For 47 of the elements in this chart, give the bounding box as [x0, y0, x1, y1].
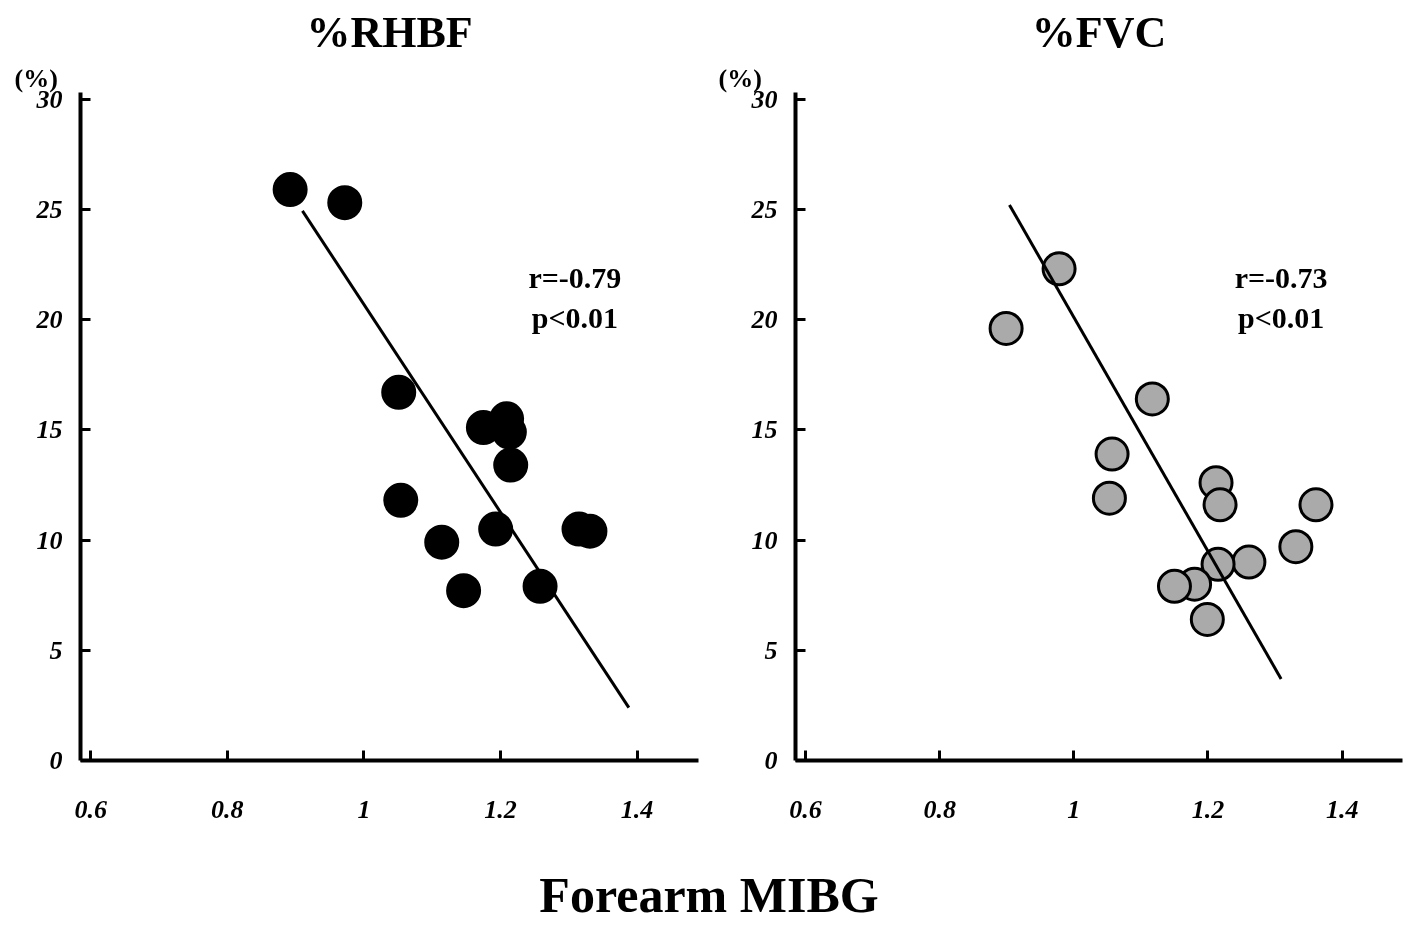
point: [327, 185, 363, 221]
point: [1134, 381, 1170, 417]
chart-title: %RHBF: [306, 7, 473, 57]
x-tick-label: 1.2: [1191, 794, 1225, 824]
x-axis-title: Forearm MIBG: [539, 866, 879, 925]
x-tick-label: 1.4: [1325, 794, 1359, 824]
x-tick-label: 1: [1067, 794, 1081, 824]
point: [1189, 601, 1225, 637]
x-tick-label: 0.8: [923, 794, 956, 824]
point: [272, 172, 308, 207]
point: [493, 447, 529, 483]
y-tick-label: 25: [750, 194, 778, 224]
point: [446, 573, 482, 609]
y-tick-label: 15: [751, 415, 778, 445]
point: [988, 310, 1024, 346]
y-tick-label: 0: [764, 746, 778, 775]
x-tick-label: 1: [357, 794, 371, 824]
y-tick-label: 10: [36, 525, 63, 555]
y-tick-label: 20: [35, 305, 63, 335]
point: [424, 524, 460, 560]
x-tick-label: 1.4: [620, 794, 654, 824]
point: [1298, 487, 1334, 523]
y-tick-label: 25: [35, 194, 63, 224]
point: [383, 482, 419, 518]
point: [478, 511, 514, 547]
annotation: r=-0.73 p<0.01: [1234, 261, 1328, 334]
y-tick-label: 5: [764, 635, 778, 665]
x-tick-label: 0.6: [74, 794, 107, 824]
point: [1156, 568, 1192, 604]
point: [522, 568, 558, 604]
point: [1202, 487, 1238, 523]
point: [1091, 480, 1127, 516]
point: [1278, 529, 1314, 565]
chart-title: %FVC: [1031, 7, 1167, 57]
point: [1231, 544, 1267, 580]
x-tick-label: 0.8: [211, 794, 244, 824]
point: [381, 374, 417, 410]
y-tick-label: 15: [36, 415, 63, 445]
y-tick-label: 10: [751, 525, 778, 555]
y-tick-label: 0: [49, 746, 63, 775]
y-tick-label: 5: [49, 635, 63, 665]
annotation: r=-0.79 p<0.01: [528, 261, 622, 334]
x-tick-label: 1.2: [484, 794, 517, 824]
y-tick-label: 20: [750, 305, 778, 335]
point: [1041, 251, 1077, 287]
x-tick-label: 0.6: [789, 794, 822, 824]
point: [1094, 436, 1130, 472]
